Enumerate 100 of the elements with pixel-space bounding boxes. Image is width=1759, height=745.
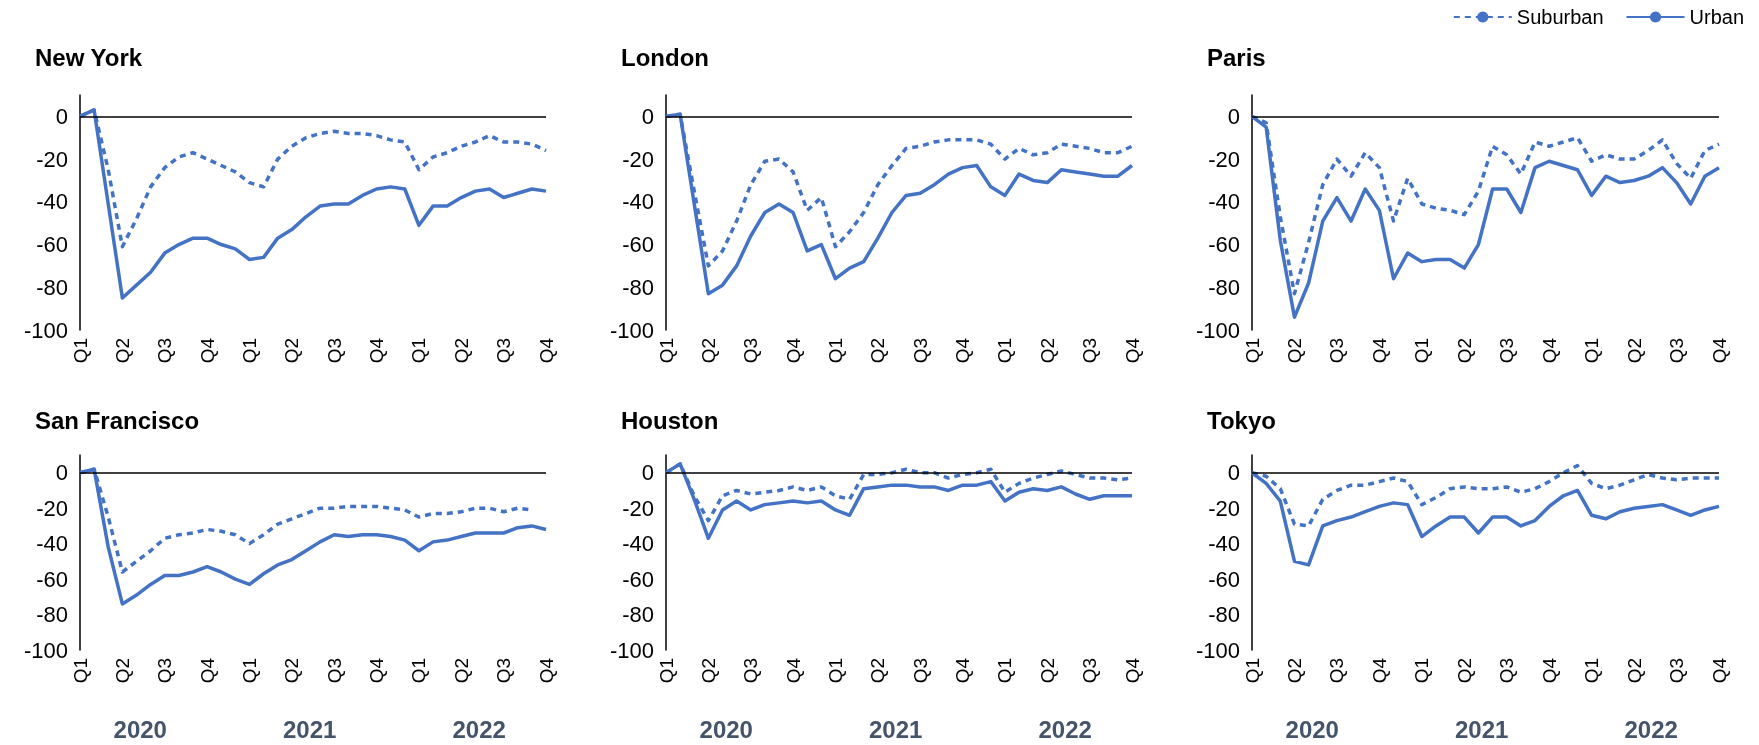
x-tick-label: Q4 (952, 337, 974, 364)
y-tick-label: -60 (1208, 232, 1240, 258)
x-tick-label: Q1 (1581, 338, 1603, 364)
y-tick-label: -40 (36, 531, 68, 557)
x-tick-label: Q2 (867, 338, 889, 364)
y-tick-label: -100 (23, 317, 68, 343)
y-tick-label: -80 (1208, 602, 1240, 628)
x-tick-label: Q1 (408, 658, 430, 684)
x-tick-label: Q3 (1666, 338, 1688, 364)
x-tick-label: Q3 (1666, 658, 1688, 684)
x-tick-label: Q4 (782, 657, 804, 684)
x-tick-label: Q3 (1496, 658, 1518, 684)
text: 2021 (869, 715, 923, 743)
x-tick-label: Q4 (535, 657, 557, 684)
y-tick-label: -20 (622, 495, 654, 521)
y-tick-label: -40 (622, 531, 654, 557)
text: 2022 (1624, 715, 1678, 743)
x-tick-label: Q3 (1326, 658, 1348, 684)
x-tick-label: Q4 (1368, 657, 1390, 684)
x-tick-label: Q2 (1036, 658, 1058, 684)
x-tick-label: Q1 (994, 658, 1016, 684)
y-tick-label: 0 (641, 460, 654, 486)
legend-label: Urban (1689, 6, 1745, 28)
x-tick-label: Q1 (1411, 338, 1433, 364)
y-tick-label: -20 (36, 495, 68, 521)
y-tick-label: -60 (36, 566, 68, 592)
y-tick-label: -60 (622, 566, 654, 592)
text: 2022 (1038, 715, 1092, 743)
x-tick-label: Q1 (1411, 658, 1433, 684)
y-tick-label: 0 (55, 103, 68, 129)
chart-title: Paris (1207, 43, 1266, 71)
y-tick-label: -20 (622, 146, 654, 172)
y-tick-label: -20 (1208, 146, 1240, 172)
y-tick-label: 0 (1227, 103, 1240, 129)
y-tick-label: -100 (1195, 637, 1240, 663)
x-tick-label: Q1 (1581, 658, 1603, 684)
x-tick-label: Q3 (323, 658, 345, 684)
x-tick-label: Q4 (1121, 657, 1143, 684)
x-tick-label: Q3 (1079, 338, 1101, 364)
x-tick-label: Q3 (740, 338, 762, 364)
x-tick-label: Q2 (111, 338, 133, 364)
y-tick-label: 0 (55, 460, 68, 486)
chart-title: London (621, 43, 709, 71)
y-tick-label: -40 (1208, 531, 1240, 557)
x-tick-label: Q4 (1368, 337, 1390, 364)
chart-title: Houston (621, 406, 719, 434)
x-tick-label: Q2 (697, 338, 719, 364)
x-tick-label: Q4 (1538, 337, 1560, 364)
x-tick-label: Q2 (867, 658, 889, 684)
y-tick-label: -40 (36, 189, 68, 215)
y-tick-label: -100 (1195, 317, 1240, 343)
x-tick-label: Q2 (697, 658, 719, 684)
x-tick-label: Q4 (366, 337, 388, 364)
x-tick-label: Q2 (1283, 658, 1305, 684)
x-tick-label: Q3 (493, 658, 515, 684)
x-tick-label: Q2 (450, 338, 472, 364)
y-tick-label: -20 (36, 146, 68, 172)
chart-title: Tokyo (1207, 406, 1276, 434)
x-tick-label: Q1 (69, 658, 91, 684)
legend-label: Suburban (1516, 6, 1604, 28)
x-tick-label: Q3 (1326, 338, 1348, 364)
x-tick-label: Q4 (535, 337, 557, 364)
text: 2020 (1285, 715, 1339, 743)
x-tick-label: Q2 (450, 658, 472, 684)
x-tick-label: Q3 (1079, 658, 1101, 684)
x-tick-label: Q4 (952, 657, 974, 684)
x-tick-label: Q1 (655, 338, 677, 364)
x-tick-label: Q4 (1708, 337, 1730, 364)
x-tick-label: Q2 (1283, 338, 1305, 364)
x-tick-label: Q1 (824, 338, 846, 364)
x-tick-label: Q2 (1623, 658, 1645, 684)
x-tick-label: Q2 (281, 658, 303, 684)
y-tick-label: -80 (36, 274, 68, 300)
y-tick-label: -60 (36, 232, 68, 258)
x-tick-label: Q4 (366, 657, 388, 684)
x-tick-label: Q1 (1241, 338, 1263, 364)
x-tick-label: Q1 (408, 338, 430, 364)
y-tick-label: -60 (1208, 566, 1240, 592)
x-tick-label: Q4 (1538, 657, 1560, 684)
x-tick-label: Q3 (493, 338, 515, 364)
chart-title: San Francisco (35, 406, 200, 434)
x-tick-label: Q4 (196, 337, 218, 364)
x-tick-label: Q3 (323, 338, 345, 364)
y-tick-label: 0 (641, 103, 654, 129)
text: 2021 (1455, 715, 1509, 743)
x-tick-label: Q2 (1036, 338, 1058, 364)
x-tick-label: Q2 (111, 658, 133, 684)
x-tick-label: Q1 (238, 338, 260, 364)
y-tick-label: -80 (622, 602, 654, 628)
y-tick-label: 0 (1227, 460, 1240, 486)
text: 2021 (283, 715, 337, 743)
y-tick-label: -80 (36, 602, 68, 628)
y-tick-label: -80 (622, 274, 654, 300)
x-tick-label: Q3 (154, 658, 176, 684)
y-tick-label: -60 (622, 232, 654, 258)
x-tick-label: Q3 (740, 658, 762, 684)
x-tick-label: Q1 (655, 658, 677, 684)
y-tick-label: -100 (609, 637, 654, 663)
x-tick-label: Q3 (909, 658, 931, 684)
x-tick-label: Q4 (1708, 657, 1730, 684)
